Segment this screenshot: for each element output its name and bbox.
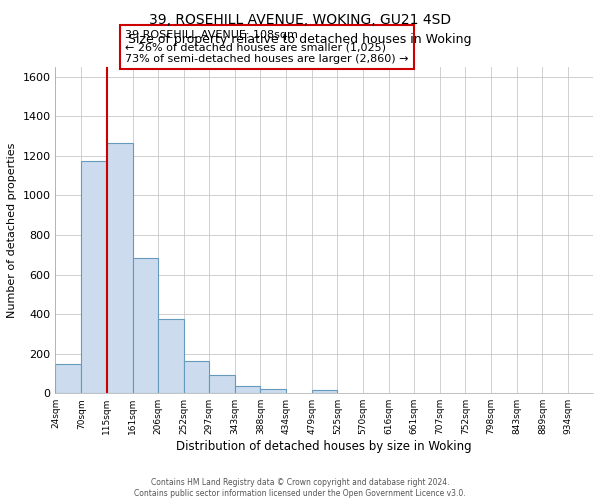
Text: 39 ROSEHILL AVENUE: 108sqm
← 26% of detached houses are smaller (1,025)
73% of s: 39 ROSEHILL AVENUE: 108sqm ← 26% of deta… (125, 30, 409, 64)
Bar (235, 386, 260, 394)
X-axis label: Distribution of detached houses by size in Woking: Distribution of detached houses by size … (176, 440, 472, 453)
Bar (311, 390, 337, 394)
Bar (82, 161, 107, 394)
Text: Contains HM Land Registry data © Crown copyright and database right 2024.
Contai: Contains HM Land Registry data © Crown c… (134, 478, 466, 498)
Bar (209, 376, 235, 394)
Bar (55, 364, 82, 394)
Bar (158, 319, 184, 394)
Y-axis label: Number of detached properties: Number of detached properties (7, 142, 17, 318)
Bar (184, 360, 209, 394)
Bar (133, 258, 158, 394)
Bar (107, 143, 133, 394)
Bar (260, 389, 286, 394)
Text: 39, ROSEHILL AVENUE, WOKING, GU21 4SD: 39, ROSEHILL AVENUE, WOKING, GU21 4SD (149, 12, 451, 26)
Text: Size of property relative to detached houses in Woking: Size of property relative to detached ho… (128, 32, 472, 46)
